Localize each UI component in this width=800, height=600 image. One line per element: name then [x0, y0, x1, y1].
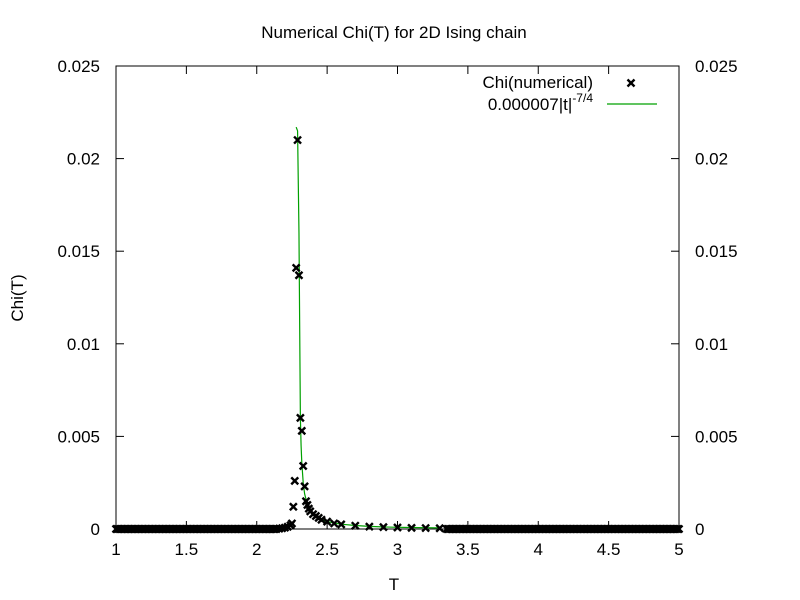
- x-tick-label: 4.5: [597, 540, 621, 559]
- data-point-numerical: [317, 515, 326, 525]
- data-point-numerical: [291, 263, 301, 273]
- y-axis-label: Chi(T): [8, 274, 27, 321]
- series-line-fit: [295, 126, 440, 529]
- y-tick-label: 0.015: [57, 242, 100, 261]
- legend-label-numerical: Chi(numerical): [482, 73, 593, 92]
- data-point-numerical: [288, 502, 298, 512]
- x-tick-label: 3.5: [456, 540, 480, 559]
- data-point-numerical: [300, 482, 309, 491]
- chart-title: Numerical Chi(T) for 2D Ising chain: [261, 23, 526, 42]
- legend-symbol-numerical: [626, 78, 636, 88]
- data-point-numerical: [421, 523, 430, 533]
- data-point-numerical: [293, 135, 302, 145]
- data-point-numerical: [350, 521, 360, 531]
- axis-ticks: 1 1.5 2 2.5 3 3.5 4 4.5 500.0050.010.0150.020.02…: [57, 57, 737, 559]
- plot-area: [111, 126, 684, 534]
- y-tick-label: 0.02: [67, 150, 100, 169]
- x-tick-label: 1.5: [175, 540, 199, 559]
- x-tick-label: 4: [534, 540, 543, 559]
- y2-tick-label: 0.005: [695, 427, 738, 446]
- data-point-numerical: [298, 461, 308, 471]
- y-tick-label: 0: [91, 520, 100, 539]
- data-point-numerical: [336, 520, 346, 529]
- x-tick-label: 1: [111, 540, 120, 559]
- data-point-numerical: [296, 413, 305, 423]
- y-tick-label: 0.01: [67, 335, 100, 354]
- data-point-numerical: [290, 476, 300, 486]
- x-tick-label: 2: [252, 540, 261, 559]
- data-point-numerical: [435, 523, 445, 533]
- y2-tick-label: 0.025: [695, 57, 738, 76]
- y-tick-label: 0.005: [57, 427, 100, 446]
- plot-frame: [115, 65, 680, 530]
- x-tick-label: 5: [674, 540, 683, 559]
- y2-tick-label: 0: [695, 520, 704, 539]
- data-point-numerical: [407, 523, 416, 533]
- y2-tick-label: 0.015: [695, 242, 738, 261]
- y2-tick-label: 0.02: [695, 150, 728, 169]
- data-point-numerical: [294, 270, 304, 280]
- x-tick-label: 2.5: [315, 540, 339, 559]
- legend: Chi(numerical) 0.000007|t|-7/4: [482, 73, 657, 114]
- y2-tick-label: 0.01: [695, 335, 728, 354]
- data-point-numerical: [329, 519, 339, 528]
- x-tick-label: 3: [393, 540, 402, 559]
- y-tick-label: 0.025: [57, 57, 100, 76]
- data-point-numerical: [287, 519, 297, 528]
- legend-label-fit: 0.000007|t|-7/4: [488, 91, 593, 114]
- data-point-numerical: [297, 426, 307, 436]
- x-axis-label: T: [389, 575, 399, 594]
